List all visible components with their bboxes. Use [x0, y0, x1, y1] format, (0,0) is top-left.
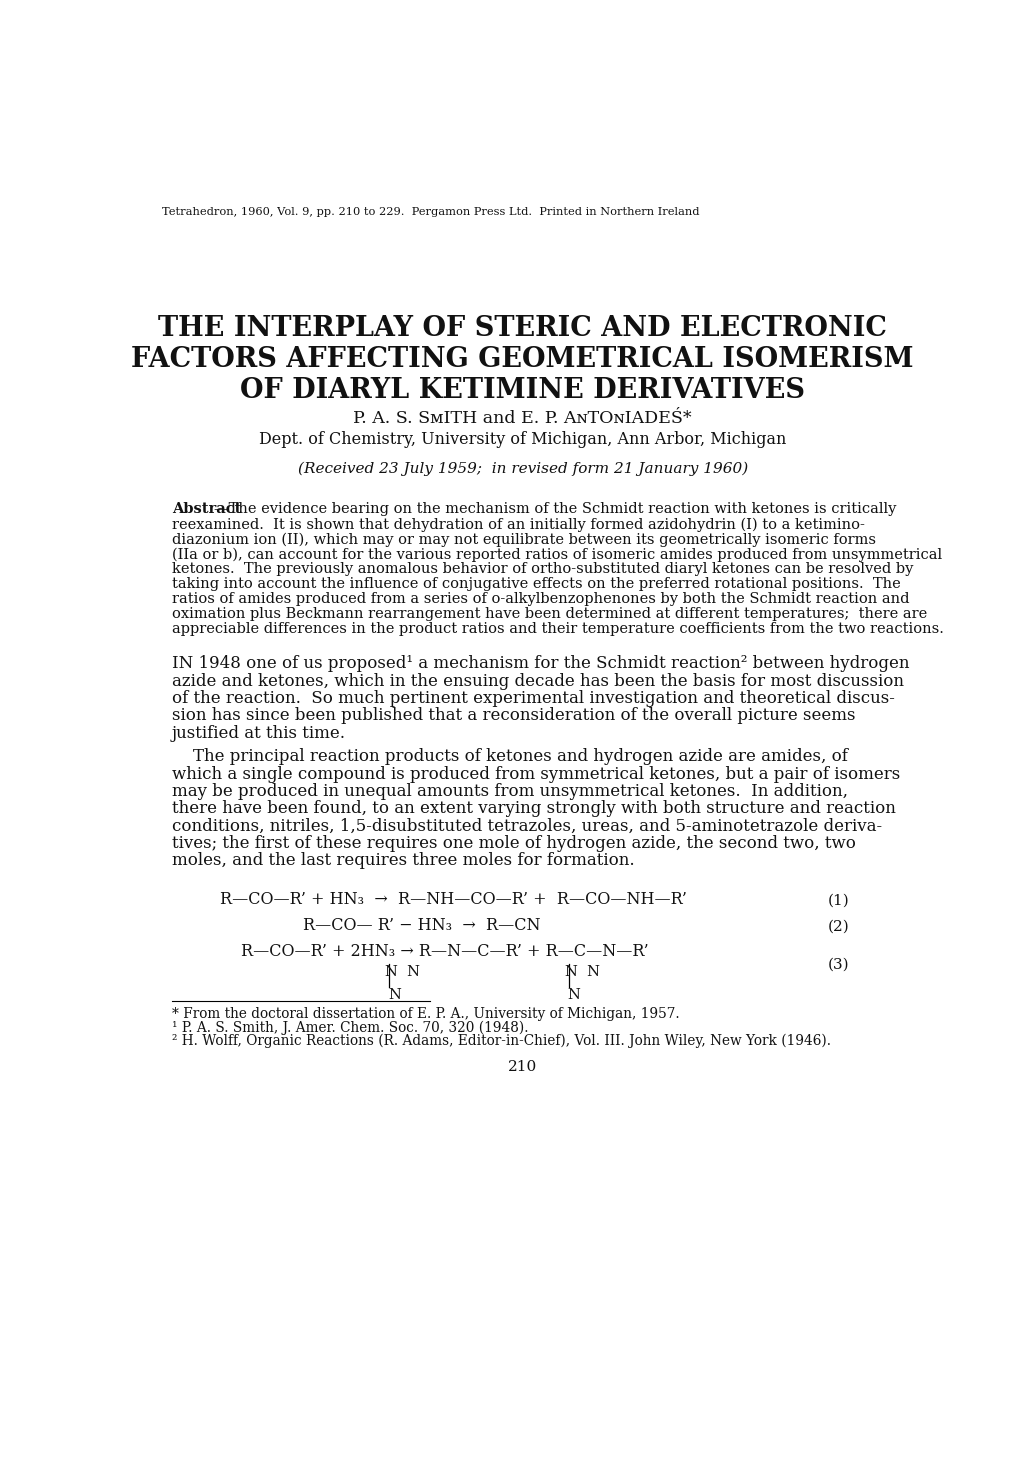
Text: ratios of amides produced from a series of o-alkylbenzophenones by both the Schm: ratios of amides produced from a series …	[171, 592, 908, 607]
Text: R—CO— R’ − HN₃  →  R—CN: R—CO— R’ − HN₃ → R—CN	[303, 917, 540, 935]
Text: moles, and the last requires three moles for formation.: moles, and the last requires three moles…	[171, 851, 634, 869]
Text: * From the doctoral dissertation of E. P. A., University of Michigan, 1957.: * From the doctoral dissertation of E. P…	[171, 1007, 679, 1022]
Text: diazonium ion (II), which may or may not equilibrate between its geometrically i: diazonium ion (II), which may or may not…	[171, 532, 875, 547]
Text: —The evidence bearing on the mechanism of the Schmidt reaction with ketones is c: —The evidence bearing on the mechanism o…	[213, 502, 895, 516]
Text: FACTORS AFFECTING GEOMETRICAL ISOMERISM: FACTORS AFFECTING GEOMETRICAL ISOMERISM	[131, 346, 913, 373]
Text: conditions, nitriles, 1,5-disubstituted tetrazoles, ureas, and 5-aminotetrazole : conditions, nitriles, 1,5-disubstituted …	[171, 818, 881, 834]
Text: ketones.  The previously anomalous behavior of ortho-substituted diaryl ketones : ketones. The previously anomalous behavi…	[171, 563, 912, 576]
Text: appreciable differences in the product ratios and their temperature coefficients: appreciable differences in the product r…	[171, 623, 943, 636]
Text: (1): (1)	[826, 894, 848, 907]
Text: N: N	[568, 989, 580, 1002]
Text: (2): (2)	[826, 920, 848, 933]
Text: of the reaction.  So much pertinent experimental investigation and theoretical d: of the reaction. So much pertinent exper…	[171, 690, 894, 707]
Text: N: N	[387, 989, 400, 1002]
Text: THE INTERPLAY OF STERIC AND ELECTRONIC: THE INTERPLAY OF STERIC AND ELECTRONIC	[158, 315, 887, 343]
Text: there have been found, to an extent varying strongly with both structure and rea: there have been found, to an extent vary…	[171, 800, 895, 816]
Text: justified at this time.: justified at this time.	[171, 725, 345, 742]
Text: The principal reaction products of ketones and hydrogen azide are amides, of: The principal reaction products of keton…	[171, 748, 847, 765]
Text: ² H. Wolff, Organic Reactions (R. Adams, Editor-in-Chief), Vol. III. John Wiley,: ² H. Wolff, Organic Reactions (R. Adams,…	[171, 1034, 829, 1048]
Text: which a single compound is produced from symmetrical ketones, but a pair of isom: which a single compound is produced from…	[171, 765, 899, 783]
Text: ¹ P. A. S. Smith, J. Amer. Chem. Soc. 70, 320 (1948).: ¹ P. A. S. Smith, J. Amer. Chem. Soc. 70…	[171, 1021, 528, 1035]
Text: taking into account the influence of conjugative effects on the preferred rotati: taking into account the influence of con…	[171, 577, 900, 592]
Text: oximation plus Beckmann rearrangement have been determined at different temperat: oximation plus Beckmann rearrangement ha…	[171, 608, 926, 621]
Text: R—CO—R’ + HN₃  →  R—NH—CO—R’ +  R—CO—NH—R’: R—CO—R’ + HN₃ → R—NH—CO—R’ + R—CO—NH—R’	[219, 891, 686, 908]
Text: sion has since been published that a reconsideration of the overall picture seem: sion has since been published that a rec…	[171, 707, 854, 725]
Text: (3): (3)	[826, 958, 848, 971]
Text: N  N: N N	[565, 965, 599, 978]
Text: 210: 210	[507, 1060, 537, 1075]
Text: P. A. S. SᴍITH and E. P. AɴTOɴIADEŚ*: P. A. S. SᴍITH and E. P. AɴTOɴIADEŚ*	[354, 410, 691, 427]
Text: Tetrahedron, 1960, Vol. 9, pp. 210 to 229.  Pergamon Press Ltd.  Printed in Nort: Tetrahedron, 1960, Vol. 9, pp. 210 to 22…	[162, 207, 699, 217]
Text: (Received 23 July 1959;  in revised form 21 January 1960): (Received 23 July 1959; in revised form …	[298, 461, 747, 475]
Text: R—CO—R’ + 2HN₃ → R—N—C—R’ + R—C—N—R’: R—CO—R’ + 2HN₃ → R—N—C—R’ + R—C—N—R’	[242, 943, 648, 961]
Text: may be produced in unequal amounts from unsymmetrical ketones.  In addition,: may be produced in unequal amounts from …	[171, 783, 847, 800]
Text: azide and ketones, which in the ensuing decade has been the basis for most discu: azide and ketones, which in the ensuing …	[171, 672, 903, 690]
Text: IN 1948 one of us proposed¹ a mechanism for the Schmidt reaction² between hydrog: IN 1948 one of us proposed¹ a mechanism …	[171, 656, 908, 672]
Text: tives; the first of these requires one mole of hydrogen azide, the second two, t: tives; the first of these requires one m…	[171, 835, 855, 851]
Text: OF DIARYL KETIMINE DERIVATIVES: OF DIARYL KETIMINE DERIVATIVES	[240, 378, 804, 404]
Text: (IIa or b), can account for the various reported ratios of isomeric amides produ: (IIa or b), can account for the various …	[171, 547, 941, 561]
Text: Dept. of Chemistry, University of Michigan, Ann Arbor, Michigan: Dept. of Chemistry, University of Michig…	[259, 432, 786, 449]
Text: reexamined.  It is shown that dehydration of an initially formed azidohydrin (I): reexamined. It is shown that dehydration…	[171, 518, 864, 532]
Text: Abstract: Abstract	[171, 502, 240, 516]
Text: N  N: N N	[384, 965, 420, 978]
